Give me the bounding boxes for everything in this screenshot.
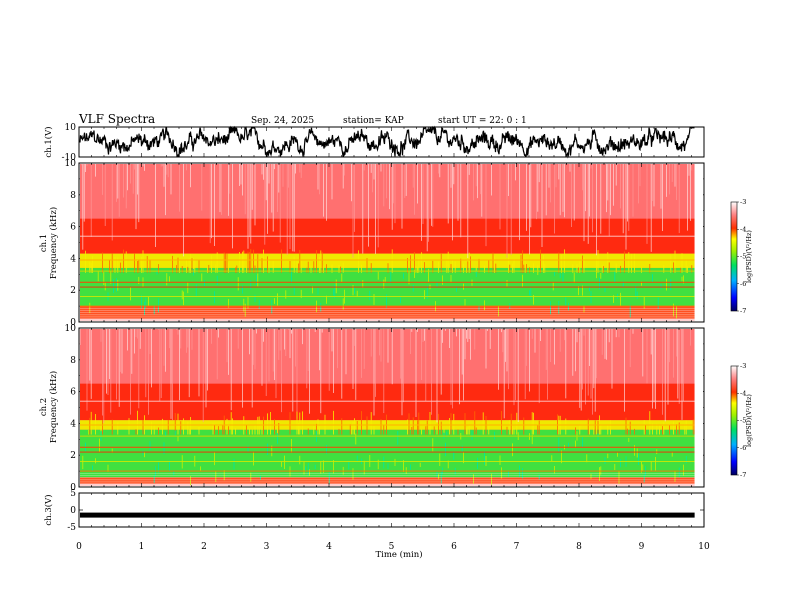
no-data-region <box>694 329 703 486</box>
y-tick-label: 8 <box>70 191 76 201</box>
colorbar-tick-label: -6 <box>740 444 746 452</box>
y-tick-label: 10 <box>65 123 77 133</box>
ch2-spectrogram-ylabel-a: ch.2 <box>39 398 49 416</box>
y-tick-label: 6 <box>70 223 76 233</box>
x-tick-label: 2 <box>201 542 207 552</box>
colorbar-tick-label: -7 <box>740 471 746 479</box>
time-axis-label: Time (min) <box>375 549 422 560</box>
colorbar-tick-label: -4 <box>740 225 746 233</box>
y-tick-label: 0 <box>70 506 76 516</box>
y-tick-label: -5 <box>67 523 76 533</box>
x-tick-label: 0 <box>76 542 82 552</box>
colorbar-tick-label: -3 <box>740 362 746 370</box>
colorbar-label: log(PSD)(V²/Hz) <box>745 230 753 283</box>
x-tick-label: 3 <box>264 542 270 552</box>
y-tick-label: 10 <box>65 159 77 169</box>
y-tick-label: 10 <box>65 324 77 334</box>
station-label: station= KAP <box>343 116 404 126</box>
x-tick-label: 1 <box>139 542 145 552</box>
colorbar-gradient <box>730 365 738 476</box>
date-label: Sep. 24, 2025 <box>251 116 314 126</box>
ch1-colorbar: -3 -4 -5 -6 -7 log(PSD)(V²/Hz) <box>730 198 753 315</box>
ch3-waveform-panel: 5 0 -5 <box>67 489 705 533</box>
ch1-spectrogram-panel: 0 2 4 6 8 10 <box>65 159 705 328</box>
time-axis: 0 1 2 3 4 5 6 7 8 9 10 <box>76 542 710 552</box>
colorbar-gradient <box>730 201 738 312</box>
colorbar-tick-label: -4 <box>740 389 746 397</box>
ch1-waveform-frame <box>78 126 705 158</box>
y-tick-label: 0 <box>70 483 76 493</box>
x-tick-label: 7 <box>514 542 520 552</box>
no-data-region <box>694 164 703 321</box>
ch1-spectrogram-ylabel-b: Frequency (kHz) <box>48 207 59 279</box>
y-tick-label: 2 <box>70 451 76 461</box>
ch1-waveform-ylabel: ch.1(V) <box>43 126 54 157</box>
colorbar-tick-label: -5 <box>740 417 746 425</box>
figure-title: VLF Spectra <box>78 112 155 126</box>
y-tick-label: 0 <box>70 318 76 328</box>
y-tick-label: 4 <box>70 419 76 429</box>
ch1-spectrogram-ylabel-a: ch.1 <box>39 234 49 252</box>
x-tick-label: 9 <box>639 542 645 552</box>
ch2-spectrogram-ylabel-b: Frequency (kHz) <box>48 371 59 443</box>
colorbar-tick-label: -7 <box>740 307 746 315</box>
colorbar-label: log(PSD)(V²/Hz) <box>745 394 753 447</box>
ch3-waveform-ylabel: ch.3(V) <box>43 494 54 525</box>
y-tick-label: 2 <box>70 286 76 296</box>
x-tick-label: 4 <box>326 542 332 552</box>
colorbar-tick-label: -5 <box>740 253 746 261</box>
ch3-waveform-frame <box>78 492 705 528</box>
x-tick-label: 10 <box>698 542 710 552</box>
x-tick-label: 6 <box>451 542 457 552</box>
start-time-label: start UT = 22: 0 : 1 <box>438 116 527 126</box>
colorbar-tick-label: -3 <box>740 198 746 206</box>
baseline-band <box>80 483 695 486</box>
y-tick-label: 6 <box>70 388 76 398</box>
ch3-waveform-line <box>80 512 695 518</box>
ch2-colorbar: -3 -4 -5 -6 -7 log(PSD)(V²/Hz) <box>730 362 753 479</box>
ch1-waveform-panel: 10 -10 <box>62 123 705 163</box>
x-tick-label: 8 <box>576 542 582 552</box>
baseline-band <box>80 318 695 321</box>
y-tick-label: 4 <box>70 254 76 264</box>
x-tick-label: 5 <box>389 542 395 552</box>
y-tick-label: -10 <box>62 153 77 163</box>
ch2-spectrogram-panel: 0 2 4 6 8 10 <box>65 324 705 493</box>
y-tick-label: 8 <box>70 356 76 366</box>
green-band <box>80 429 695 478</box>
y-tick-label: 5 <box>70 489 76 499</box>
low-band <box>80 477 695 484</box>
colorbar-tick-label: -6 <box>740 280 746 288</box>
ch1-waveform-line <box>79 125 695 159</box>
